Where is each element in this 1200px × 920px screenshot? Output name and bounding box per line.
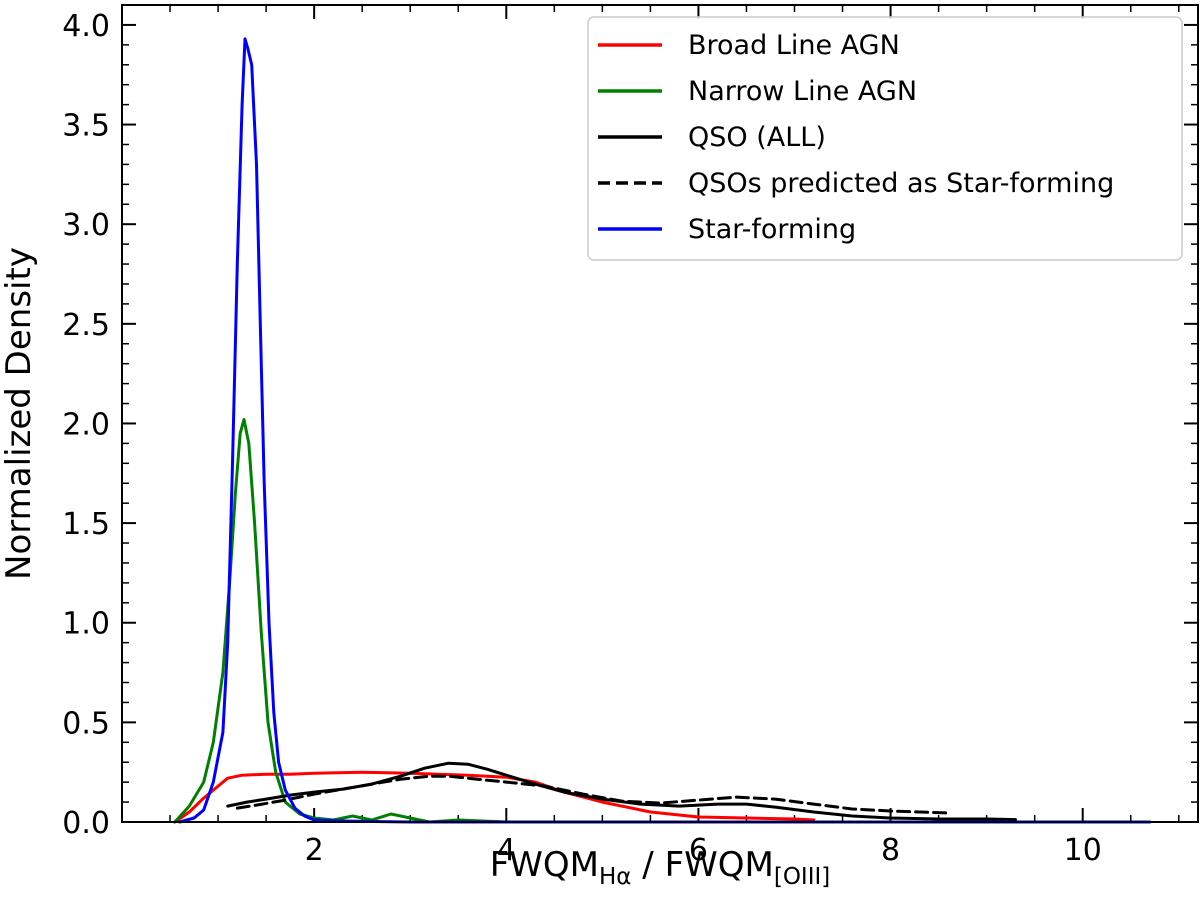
legend-label: QSOs predicted as Star-forming — [688, 168, 1114, 199]
legend-label: Broad Line AGN — [688, 30, 900, 61]
x-axis-title-sep: / — [631, 845, 664, 885]
legend-label: Narrow Line AGN — [688, 76, 917, 107]
y-tick-label: 2.0 — [62, 407, 110, 442]
x-tick-label: 2 — [305, 833, 324, 868]
y-tick-label: 4.0 — [62, 9, 110, 44]
y-tick-label: 3.5 — [62, 109, 110, 144]
y-axis-title: Normalized Density — [0, 247, 39, 580]
plot-frame — [121, 4, 1199, 823]
x-tick-label: 10 — [1064, 833, 1102, 868]
series-line-qsos-predicted-as-star-forming — [235, 774, 950, 815]
legend-box — [587, 16, 1183, 261]
series-line-broad-line-agn — [173, 770, 816, 824]
x-axis-title-sub2: [OIII] — [774, 864, 830, 890]
legend: Broad Line AGN Narrow Line AGN QSO (ALL) QS… — [587, 16, 1183, 261]
x-tick-label: 4 — [497, 833, 516, 868]
y-tick-label: 1.5 — [62, 507, 110, 542]
x-axis-title: FWQMHα / FWQM[OIII] — [490, 845, 831, 890]
x-axis-title-main2: FWQM — [665, 845, 774, 885]
x-tick-label: 8 — [881, 833, 900, 868]
y-tick-label: 0.5 — [62, 706, 110, 741]
ticks-layer — [121, 4, 1198, 823]
x-axis-title-main1: FWQM — [490, 845, 599, 885]
y-tick-label: 1.0 — [62, 607, 110, 642]
legend-label: QSO (ALL) — [688, 122, 826, 153]
labels-layer: 2 4 6 8 10 0.0 0.5 1.0 1.5 2.0 2.5 3.0 3.5 4.0 — [62, 9, 1102, 868]
y-tick-label: 0.0 — [62, 806, 110, 841]
legend-label: Star-forming — [688, 214, 856, 245]
y-tick-label: 2.5 — [62, 308, 110, 343]
x-axis-title-sub1: Hα — [599, 864, 631, 890]
y-tick-label: 3.0 — [62, 208, 110, 243]
x-tick-label: 6 — [689, 833, 708, 868]
